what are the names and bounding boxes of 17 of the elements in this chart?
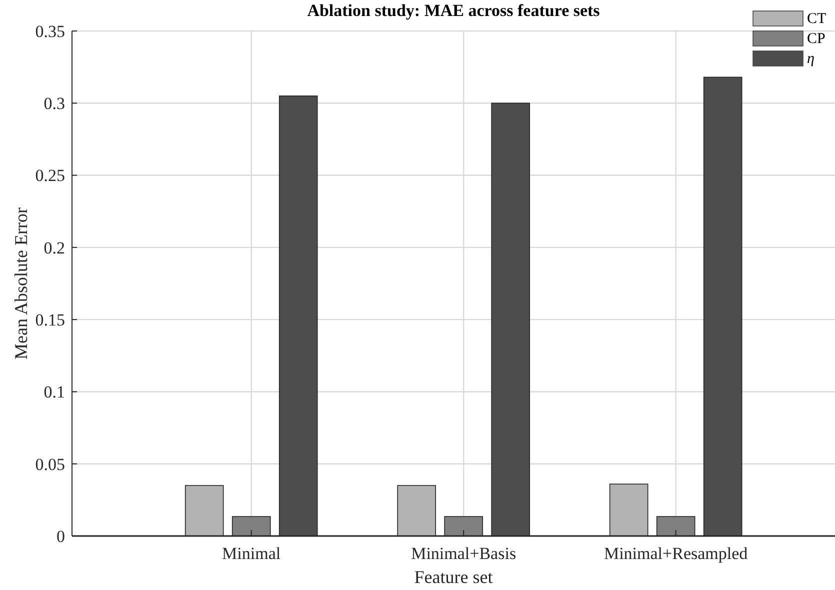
legend-label: CT	[807, 11, 826, 27]
y-tick-label: 0.05	[35, 454, 65, 474]
y-tick-label: 0.1	[44, 382, 65, 402]
legend-label: η	[807, 51, 814, 67]
y-tick-label: 0.3	[44, 94, 65, 114]
y-tick-label: 0.2	[44, 238, 65, 258]
y-tick-label: 0.25	[35, 166, 65, 186]
x-axis-title: Feature set	[414, 567, 493, 587]
chart-title: Ablation study: MAE across feature sets	[307, 1, 600, 20]
x-tick-label: Minimal	[222, 544, 281, 563]
legend-label: CP	[807, 31, 826, 47]
y-tick-label: 0	[56, 526, 65, 546]
y-axis-title: Mean Absolute Error	[11, 208, 31, 360]
y-tick-label: 0.15	[35, 310, 65, 330]
y-tick-label: 0.35	[35, 22, 65, 41]
x-tick-label: Minimal+Basis	[411, 544, 516, 563]
x-tick-label: Minimal+Resampled	[604, 544, 748, 563]
